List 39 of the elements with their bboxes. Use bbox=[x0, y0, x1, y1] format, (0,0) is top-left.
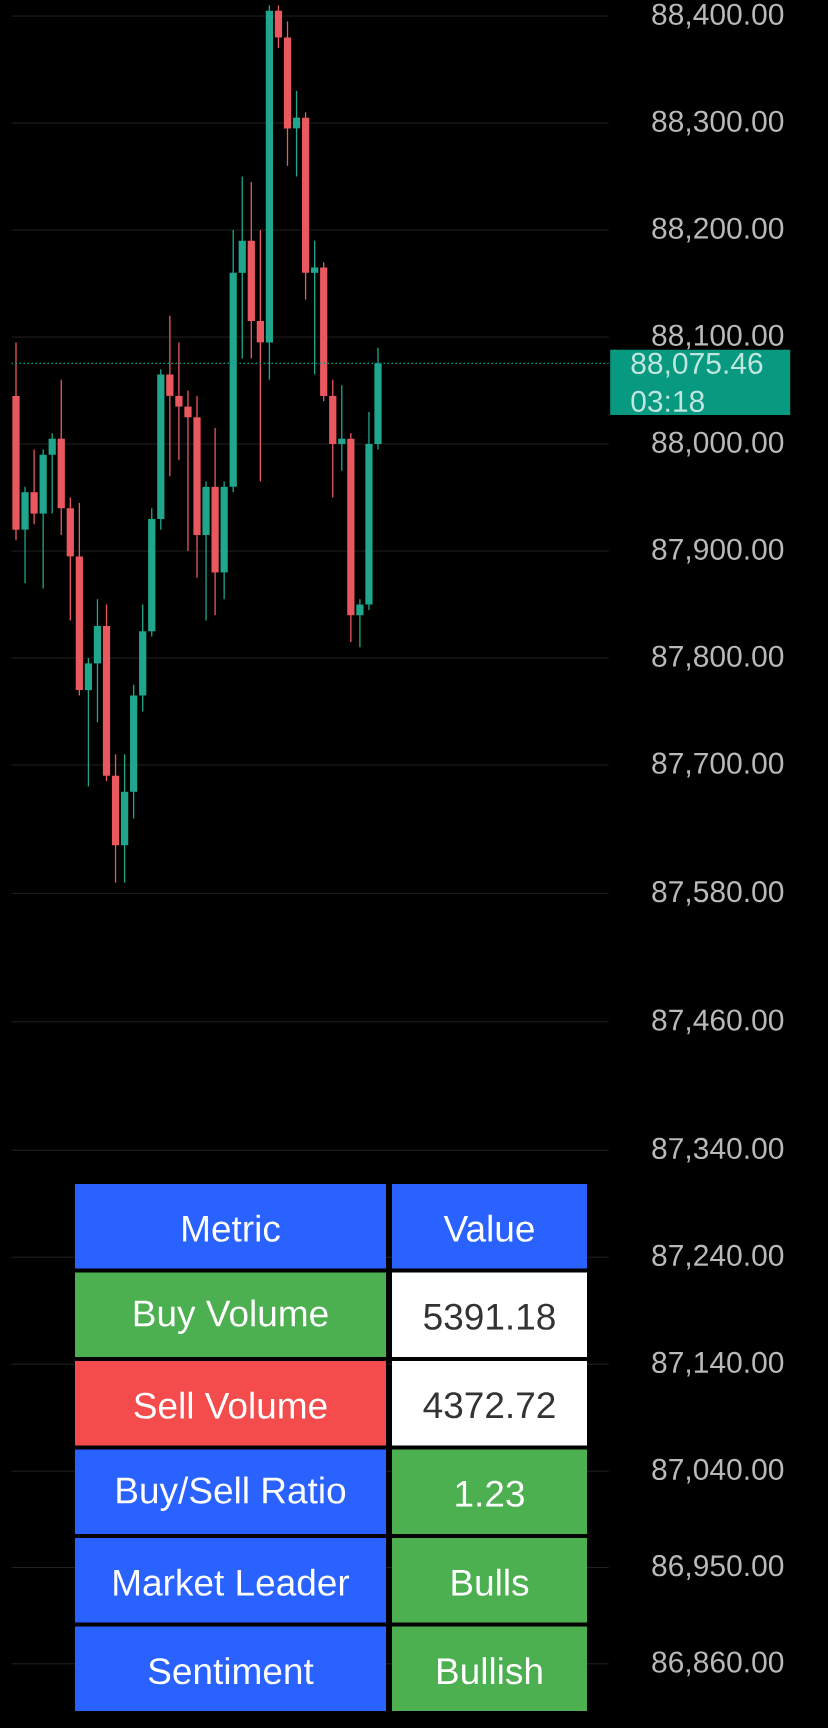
annotation: Bulls bbox=[452, 1568, 529, 1596]
y-tick-label: 87,800.00 bbox=[652, 645, 784, 671]
y-tick-label: 87,240.00 bbox=[652, 1244, 784, 1270]
ref-line-label: 88,075.46 03:18 bbox=[631, 352, 763, 412]
candlestick bbox=[356, 598, 364, 648]
candlestick bbox=[292, 90, 301, 178]
y-tick-label: 88,200.00 bbox=[652, 217, 784, 243]
annotation: 1.23 bbox=[456, 1480, 524, 1507]
candlestick bbox=[256, 229, 264, 483]
y-tick-label: 88,100.00 bbox=[652, 324, 784, 350]
annotation: Bullish bbox=[438, 1657, 542, 1685]
y-tick-label: 86,860.00 bbox=[652, 1651, 784, 1677]
y-tick-label: 87,580.00 bbox=[652, 881, 784, 906]
y-tick-label: 87,460.00 bbox=[652, 1009, 784, 1035]
y-tick-label: 87,900.00 bbox=[652, 538, 784, 564]
annotation: Metric bbox=[183, 1214, 280, 1242]
annotation: Sell Volume bbox=[134, 1391, 327, 1419]
annotation: 4372.72 bbox=[423, 1392, 555, 1419]
candlestick bbox=[338, 384, 346, 472]
candlestick bbox=[175, 341, 183, 461]
y-tick-label: 88,400.00 bbox=[652, 3, 784, 29]
y-tick-label: 87,040.00 bbox=[652, 1458, 784, 1484]
annotation: Market Leader bbox=[114, 1568, 350, 1596]
candlestick bbox=[48, 432, 56, 515]
y-tick-label: 87,340.00 bbox=[652, 1137, 784, 1163]
candlestick bbox=[184, 389, 192, 552]
candlestick bbox=[166, 314, 174, 477]
candlestick bbox=[311, 240, 319, 376]
y-tick-label: 88,000.00 bbox=[652, 431, 784, 457]
y-tick-label: 88,300.00 bbox=[652, 110, 784, 136]
candlestick bbox=[30, 448, 38, 525]
annotation: Value bbox=[443, 1214, 534, 1242]
y-tick-label: 87,700.00 bbox=[652, 752, 784, 778]
annotation: Sentiment bbox=[148, 1657, 314, 1685]
y-tick-label: 87,140.00 bbox=[652, 1351, 784, 1377]
y-tick-label: 86,950.00 bbox=[652, 1555, 784, 1580]
annotation: Buy Volume bbox=[134, 1299, 328, 1334]
annotation: Buy/Sell Ratio bbox=[117, 1476, 346, 1511]
annotation: 5391.18 bbox=[424, 1303, 555, 1330]
